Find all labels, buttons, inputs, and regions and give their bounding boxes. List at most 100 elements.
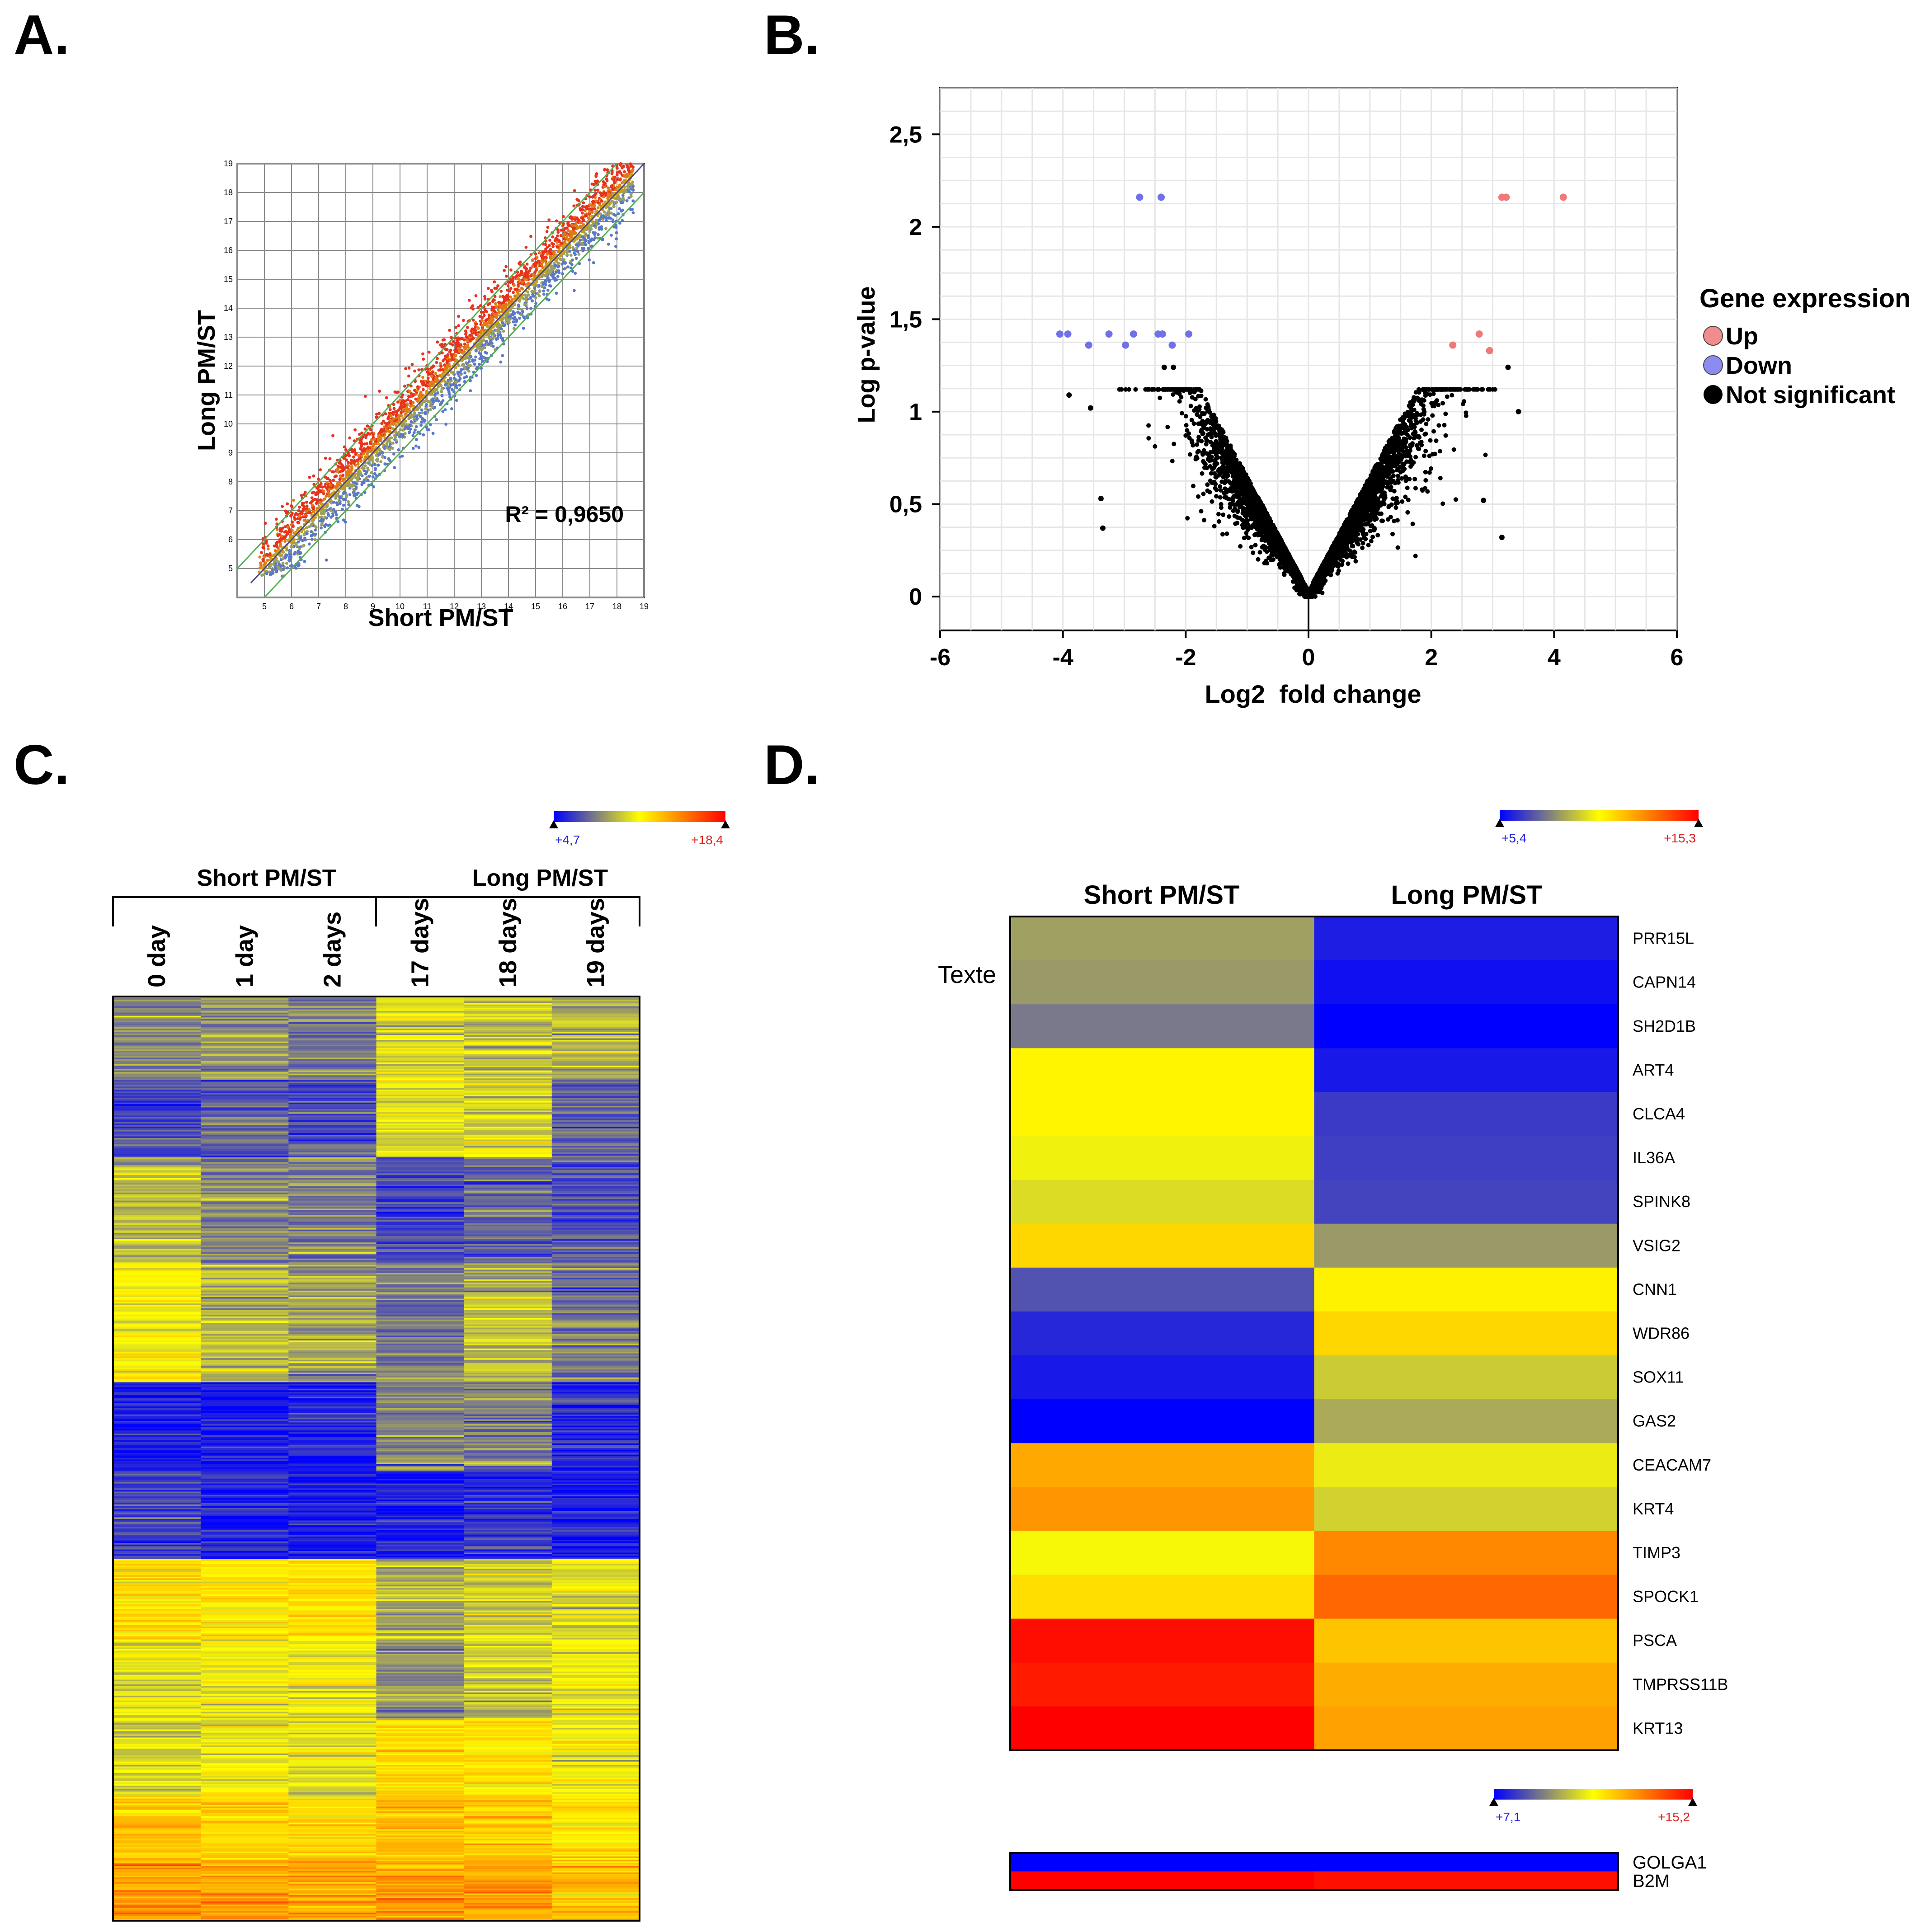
panel-b-ns-point bbox=[1403, 474, 1408, 479]
panel-a-point bbox=[297, 509, 301, 512]
panel-a-point bbox=[581, 235, 584, 239]
panel-a-point bbox=[383, 462, 387, 465]
panel-a-point bbox=[493, 280, 496, 283]
panel-a-point bbox=[303, 559, 306, 563]
panel-a-point bbox=[387, 457, 391, 461]
panel-a-point bbox=[260, 573, 264, 577]
panel-a-point bbox=[485, 352, 489, 355]
panel-a-point bbox=[295, 544, 298, 547]
panel-a-point bbox=[315, 487, 319, 490]
panel-a-point bbox=[314, 528, 317, 532]
panel-a-point bbox=[317, 478, 320, 481]
panel-a-point bbox=[480, 319, 484, 323]
panel-a-point bbox=[356, 462, 360, 466]
panel-a-point bbox=[441, 410, 445, 413]
panel-a-point bbox=[286, 502, 289, 506]
panel-a-point bbox=[593, 204, 596, 207]
panel-a-point bbox=[355, 482, 359, 485]
panel-a-point bbox=[627, 190, 631, 193]
panel-a-point bbox=[284, 554, 288, 557]
panel-a-point bbox=[459, 343, 462, 347]
panel-a-point bbox=[535, 284, 538, 287]
panel-a-point bbox=[273, 549, 277, 552]
panel-a-point bbox=[593, 224, 597, 227]
panel-a-point bbox=[328, 488, 331, 491]
panel-a-point bbox=[436, 340, 439, 344]
panel-a-point bbox=[526, 272, 529, 276]
panel-a-point bbox=[495, 329, 498, 332]
panel-a-point bbox=[499, 306, 503, 310]
panel-a-point bbox=[496, 334, 500, 337]
panel-a-point bbox=[274, 562, 278, 565]
panel-b-ns-point bbox=[1403, 494, 1408, 499]
panel-a-point bbox=[314, 532, 317, 536]
panel-a-point bbox=[406, 398, 410, 401]
panel-b-ns-point bbox=[1203, 397, 1208, 402]
panel-a-point bbox=[271, 571, 275, 574]
panel-a-point bbox=[588, 258, 591, 262]
panel-a-point bbox=[379, 429, 382, 432]
panel-a-point bbox=[571, 258, 574, 262]
panel-a-point bbox=[579, 239, 582, 242]
panel-a-point bbox=[265, 572, 268, 575]
panel-a-point bbox=[555, 278, 558, 282]
panel-a-point bbox=[409, 428, 412, 431]
panel-a-point bbox=[546, 288, 550, 292]
panel-a-point bbox=[549, 284, 552, 288]
panel-a-point bbox=[476, 306, 480, 310]
panel-a-point bbox=[322, 492, 325, 495]
panel-a-point bbox=[584, 243, 588, 246]
panel-a-point bbox=[419, 396, 422, 400]
panel-a-point bbox=[581, 208, 584, 212]
panel-a-point bbox=[425, 381, 429, 384]
panel-a-point bbox=[426, 376, 430, 380]
panel-a-point bbox=[537, 259, 541, 263]
panel-a-point bbox=[504, 315, 508, 318]
panel-a-point bbox=[344, 495, 348, 498]
panel-a-point bbox=[386, 439, 390, 443]
panel-a-point bbox=[520, 280, 524, 284]
panel-a-point bbox=[544, 273, 548, 277]
panel-a-point bbox=[589, 227, 593, 230]
panel-a-point bbox=[301, 539, 304, 542]
panel-a-point bbox=[518, 316, 521, 320]
panel-b-ns-point bbox=[1368, 529, 1373, 533]
panel-a-point bbox=[555, 245, 559, 249]
panel-a-point bbox=[508, 289, 511, 293]
panel-a-point bbox=[540, 285, 544, 288]
panel-a-point bbox=[393, 434, 396, 437]
panel-a-point bbox=[391, 413, 395, 416]
panel-a-point bbox=[525, 269, 528, 273]
panel-a-point bbox=[508, 301, 511, 304]
panel-a-point bbox=[600, 225, 603, 229]
panel-a-point bbox=[522, 297, 525, 301]
panel-a-point bbox=[311, 519, 314, 522]
panel-a-point bbox=[507, 281, 510, 284]
panel-a-point bbox=[439, 384, 443, 387]
panel-a-point bbox=[281, 505, 284, 508]
panel-a-point bbox=[560, 241, 564, 245]
panel-a-point bbox=[490, 316, 494, 320]
panel-a-point bbox=[556, 275, 560, 278]
panel-a-point bbox=[292, 538, 296, 541]
panel-a-point bbox=[377, 412, 381, 415]
panel-a-point bbox=[549, 254, 552, 258]
panel-a-point bbox=[373, 472, 377, 475]
panel-a-point bbox=[294, 513, 297, 516]
panel-a-point bbox=[619, 198, 622, 202]
panel-a-point bbox=[297, 564, 301, 567]
panel-a-point bbox=[310, 500, 314, 503]
panel-a-point bbox=[346, 466, 349, 470]
panel-a-point bbox=[258, 566, 262, 570]
panel-a-point bbox=[480, 310, 483, 314]
panel-a-point bbox=[600, 227, 603, 231]
panel-a-x-tick-label: 15 bbox=[531, 602, 540, 611]
panel-a-point bbox=[417, 446, 421, 449]
panel-a-point bbox=[502, 329, 505, 333]
panel-a-point bbox=[301, 515, 305, 519]
panel-a-point bbox=[359, 447, 362, 451]
panel-a-point bbox=[287, 539, 290, 542]
panel-a-point bbox=[615, 178, 619, 181]
panel-a-point bbox=[419, 380, 423, 383]
